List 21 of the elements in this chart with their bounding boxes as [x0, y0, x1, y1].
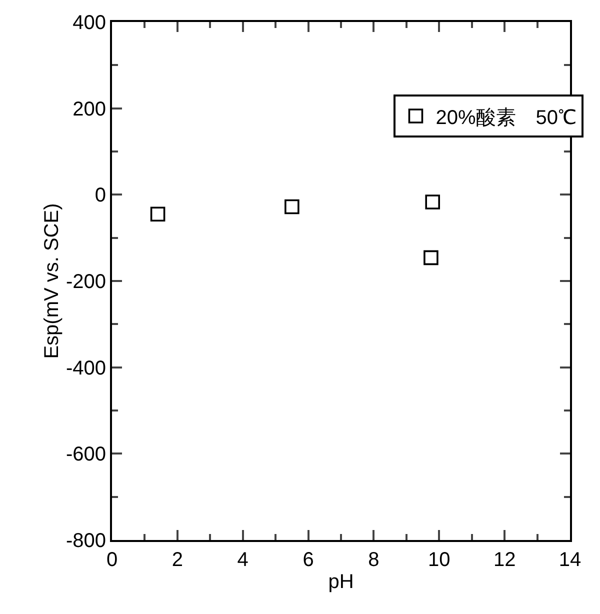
y-tick-label: -200	[66, 271, 106, 293]
x-tick-label: 14	[558, 549, 582, 571]
point	[424, 250, 438, 266]
y-tick-label: 400	[72, 12, 106, 34]
legend-label: 20%酸素 50℃	[436, 106, 576, 129]
y-tick-label: -800	[66, 530, 106, 552]
x-tick-label: 2	[172, 549, 183, 571]
point	[425, 194, 440, 210]
y-tick-label: 200	[72, 98, 106, 120]
y-axis-title: Esp(mV vs. SCE)	[40, 203, 63, 359]
y-tick-label: -400	[66, 357, 106, 380]
x-tick-label: 10	[428, 549, 450, 571]
x-tick-label: 12	[493, 549, 516, 571]
y-tick-label: 0	[94, 184, 106, 207]
point	[150, 206, 166, 222]
point	[284, 199, 300, 214]
x-tick-label: 6	[302, 549, 314, 571]
x-tick-label: 8	[368, 549, 380, 571]
x-axis-title: pH	[328, 571, 354, 593]
x-tick-label: 4	[237, 549, 248, 571]
y-tick-label: -600	[66, 444, 106, 466]
